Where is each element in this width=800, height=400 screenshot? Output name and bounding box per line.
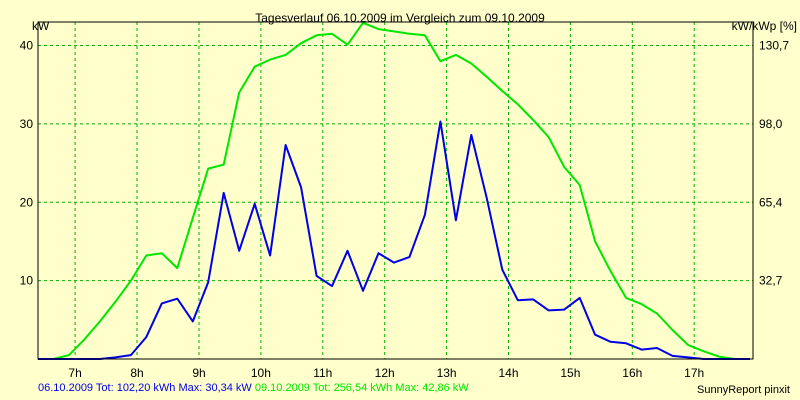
- footer-summary: 06.10.2009 Tot: 102,20 kWh Max: 30,34 kW…: [38, 382, 469, 394]
- plot-background: [38, 22, 753, 359]
- footer-day1-summary: 06.10.2009 Tot: 102,20 kWh Max: 30,34 kW: [38, 382, 252, 394]
- x-tick-label: 15h: [560, 366, 580, 380]
- chart-title: Tagesverlauf 06.10.2009 im Vergleich zum…: [255, 11, 545, 25]
- y-tick-label-right: 32,7: [759, 274, 783, 288]
- grid-lines: [38, 22, 753, 359]
- series-line-06-10-2009: [38, 120, 750, 360]
- x-tick-label: 13h: [437, 366, 457, 380]
- footer-credit: SunnyReport pinxit: [697, 384, 790, 396]
- x-tick-label: 8h: [130, 366, 143, 380]
- x-tick-label: 12h: [375, 366, 395, 380]
- plot-frame: [37, 21, 754, 360]
- x-tick-label: 10h: [251, 366, 271, 380]
- series-group: [38, 21, 750, 360]
- series-line-09-10-2009: [38, 21, 750, 360]
- y-tick-label-right: 98,0: [759, 117, 783, 131]
- x-tick-label: 14h: [498, 366, 518, 380]
- x-tick-label: 7h: [68, 366, 81, 380]
- y-axis-left-label: kW: [32, 19, 50, 33]
- y-tick-label-left: 10: [20, 274, 34, 288]
- x-tick-label: 9h: [192, 366, 205, 380]
- x-tick-label: 11h: [313, 366, 332, 380]
- y-tick-label-left: 20: [20, 195, 34, 209]
- x-tick-label: 17h: [684, 366, 704, 380]
- y-tick-label-left: 30: [20, 117, 34, 131]
- footer-day2-summary: 09.10.2009 Tot: 256,54 kWh Max: 42,86 kW: [254, 382, 469, 394]
- x-tick-label: 16h: [622, 366, 642, 380]
- y-tick-label-right: 65,4: [759, 195, 783, 209]
- y-tick-label-left: 40: [20, 39, 34, 53]
- y-axis-right-label: kW/kWp [%]: [732, 19, 797, 33]
- y-tick-label-right: 130,7: [759, 39, 789, 53]
- tick-labels: 7h 8h 9h 10h 11h 12h 13h 14h 15h 16h 17h 10 32,7 20 65…: [20, 39, 790, 381]
